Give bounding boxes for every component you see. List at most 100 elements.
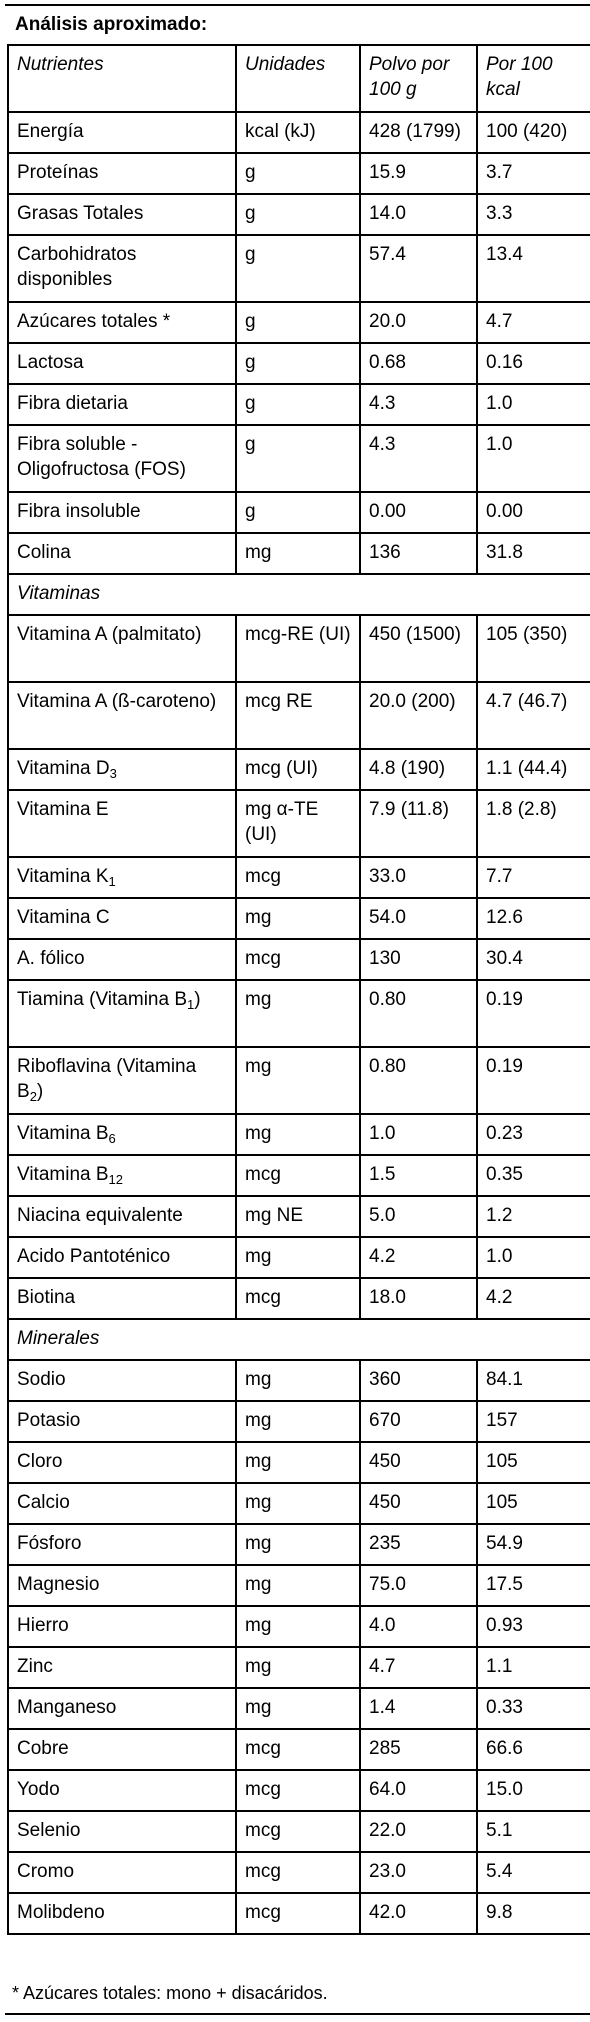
nutrient-name: A. fólico	[7, 938, 237, 981]
value-per-100kcal-text: 0.19	[486, 1056, 523, 1077]
nutrient-unit: mg	[235, 1113, 361, 1156]
nutrient-unit-text: g	[245, 244, 256, 265]
nutrient-name: Fósforo	[7, 1523, 237, 1566]
value-per-100kcal: 0.19	[476, 979, 590, 1048]
value-per-100kcal-text: 9.8	[486, 1902, 513, 1923]
nutrient-name-text: Acido Pantoténico	[17, 1246, 171, 1267]
value-per-100g: 235	[359, 1523, 478, 1566]
value-per-100kcal: 105	[476, 1441, 590, 1484]
nutrient-name: Vitamina K1	[7, 856, 237, 899]
nutrient-unit-text: mcg	[245, 1287, 281, 1308]
table-row: Fósforo mg 235 54.9	[7, 1523, 590, 1566]
value-per-100kcal: 1.0	[476, 1236, 590, 1279]
value-per-100g: 4.3	[359, 424, 478, 493]
nutrient-name: Grasas Totales	[7, 193, 237, 236]
value-per-100kcal-text: 4.2	[486, 1287, 513, 1308]
name-suffix: )	[194, 989, 201, 1010]
value-per-100g-text: 4.3	[369, 393, 396, 414]
value-per-100g-text: 1.5	[369, 1164, 396, 1185]
value-per-100g: 0.00	[359, 491, 478, 534]
nutrient-unit: mcg	[235, 1851, 361, 1894]
value-per-100kcal-text: 157	[486, 1410, 518, 1431]
nutrient-unit-text: mg α-TE (UI)	[245, 799, 319, 845]
table-row: Zinc mg 4.7 1.1	[7, 1646, 590, 1689]
nutrient-name: Cobre	[7, 1728, 237, 1771]
value-per-100kcal: 31.8	[476, 532, 590, 575]
nutrient-name: Tiamina (Vitamina B1)	[7, 979, 237, 1048]
value-per-100g: 22.0	[359, 1810, 478, 1853]
value-per-100kcal: 0.35	[476, 1154, 590, 1197]
nutrient-name-text: Riboflavina (Vitamina B	[17, 1056, 197, 1102]
value-per-100g-text: 33.0	[369, 866, 406, 887]
nutrient-name-text: Fibra soluble - Oligofructosa (FOS)	[17, 434, 186, 480]
value-per-100g: 18.0	[359, 1277, 478, 1320]
nutrient-unit: mcg	[235, 1810, 361, 1853]
nutrient-unit-text: mcg-RE (UI)	[245, 624, 351, 645]
nutrient-name: Fibra dietaria	[7, 383, 237, 426]
table-row: Yodo mcg 64.0 15.0	[7, 1769, 590, 1812]
table-row: Molibdeno mcg 42.0 9.8	[7, 1892, 590, 1935]
value-per-100g: 450 (1500)	[359, 614, 478, 683]
nutrient-name: Calcio	[7, 1482, 237, 1525]
table-row: Vitamina A (palmitato) mcg-RE (UI) 450 (15…	[7, 614, 590, 683]
value-per-100g: 54.0	[359, 897, 478, 940]
value-per-100kcal: 5.1	[476, 1810, 590, 1853]
value-per-100g-text: 360	[369, 1369, 401, 1390]
value-per-100g-text: 7.9 (11.8)	[369, 799, 449, 820]
value-per-100g-text: 1.4	[369, 1697, 396, 1718]
nutrient-name: Sodio	[7, 1359, 237, 1402]
value-per-100kcal-text: 3.3	[486, 203, 513, 224]
value-per-100g-text: 235	[369, 1533, 401, 1554]
table-row: Cromo mcg 23.0 5.4	[7, 1851, 590, 1894]
nutrient-unit-text: mcg	[245, 1820, 281, 1841]
nutrient-unit: kcal (kJ)	[235, 111, 361, 154]
value-per-100kcal-text: 15.0	[486, 1779, 523, 1800]
nutrient-name: Energía	[7, 111, 237, 154]
nutrient-name: Potasio	[7, 1400, 237, 1443]
table-row: Vitamina B6 mg 1.0 0.23	[7, 1113, 590, 1156]
nutrient-unit-text: mg	[245, 1056, 272, 1077]
nutrient-name-text: Zinc	[17, 1656, 53, 1677]
nutrient-unit-text: mg	[245, 1615, 272, 1636]
value-per-100g: 450	[359, 1441, 478, 1484]
nutrient-name-text: Cromo	[17, 1861, 75, 1882]
value-per-100g: 20.0	[359, 301, 478, 344]
value-per-100kcal-text: 0.23	[486, 1123, 523, 1144]
value-per-100kcal-text: 30.4	[486, 948, 523, 969]
value-per-100g: 4.2	[359, 1236, 478, 1279]
nutrient-unit: mg	[235, 532, 361, 575]
nutrient-unit-text: mg	[245, 1246, 272, 1267]
value-per-100g-text: 4.0	[369, 1615, 396, 1636]
table-row: Vitamina E mg α-TE (UI) 7.9 (11.8) 1.8 (2.8…	[7, 789, 590, 858]
table-row: Potasio mg 670 157	[7, 1400, 590, 1443]
table-row: Fibra dietaria g 4.3 1.0	[7, 383, 590, 426]
value-per-100g-text: 20.0 (200)	[369, 691, 456, 712]
nutrient-name: Vitamina A (palmitato)	[7, 614, 237, 683]
nutrient-name-text: Energía	[17, 121, 84, 142]
nutrient-name-text: Vitamina B	[17, 1123, 109, 1144]
nutrient-unit: g	[235, 152, 361, 195]
nutrient-unit-text: mcg	[245, 866, 281, 887]
value-per-100kcal: 5.4	[476, 1851, 590, 1894]
nutrient-unit-text: g	[245, 434, 256, 455]
nutrient-name-text: Vitamina D	[17, 758, 110, 779]
nutrient-name-text: Fibra insoluble	[17, 501, 141, 522]
value-per-100kcal-text: 1.1 (44.4)	[486, 758, 568, 779]
nutrient-name-text: Vitamina A (ß-caroteno)	[17, 691, 217, 712]
value-per-100kcal: 157	[476, 1400, 590, 1443]
value-per-100kcal: 0.00	[476, 491, 590, 534]
nutrient-name-text: Yodo	[17, 1779, 60, 1800]
nutrient-unit: mcg	[235, 1277, 361, 1320]
name-suffix: )	[36, 1081, 44, 1102]
nutrient-unit: mg	[235, 1646, 361, 1689]
value-per-100kcal-text: 84.1	[486, 1369, 523, 1390]
nutrient-name: Manganeso	[7, 1687, 237, 1730]
table-row: Fibra insoluble g 0.00 0.00	[7, 491, 590, 534]
subscript: 12	[108, 1172, 123, 1187]
table-row: Carbohidratos disponibles g 57.4 13.4	[7, 234, 590, 303]
value-per-100g: 0.68	[359, 342, 478, 385]
value-per-100g-text: 285	[369, 1738, 401, 1759]
value-per-100kcal-text: 4.7 (46.7)	[486, 691, 568, 712]
section-vitaminas-label: Vitaminas	[7, 573, 590, 616]
table-row: Cloro mg 450 105	[7, 1441, 590, 1484]
